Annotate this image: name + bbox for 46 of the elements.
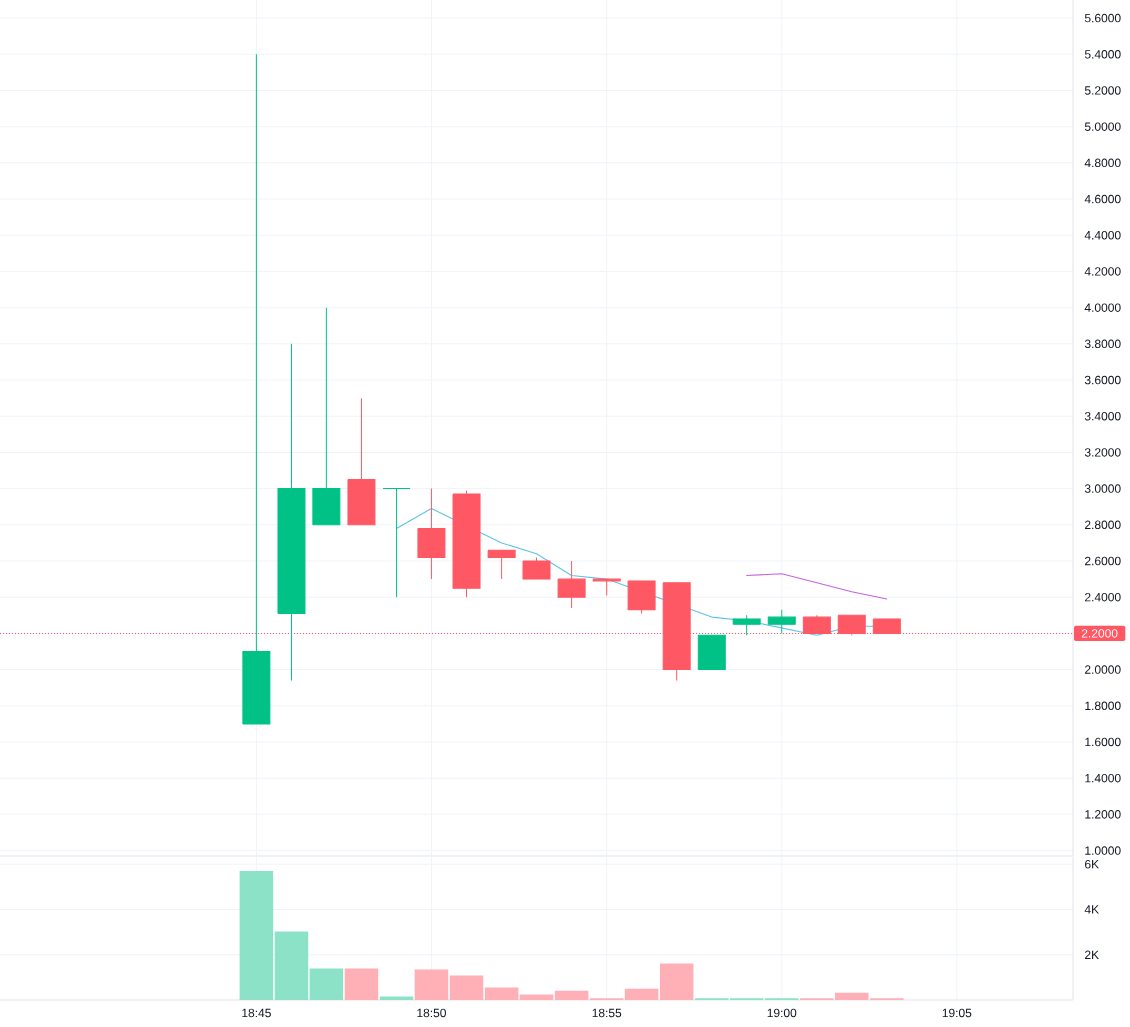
ref-line-label: 2.2000 xyxy=(1081,629,1118,638)
bar xyxy=(239,871,274,1000)
y-tick-label: 6K xyxy=(1085,859,1099,869)
bar xyxy=(309,968,344,1000)
y-tick-label: 1.6000 xyxy=(1085,737,1121,747)
candlestick xyxy=(382,488,411,598)
bar xyxy=(659,963,694,1000)
y-tick-label: 4.4000 xyxy=(1084,230,1121,240)
y-tick-label: 2.8000 xyxy=(1085,520,1121,530)
y-tick-label: 1.8000 xyxy=(1085,701,1121,711)
x-tick-label: 18:55 xyxy=(592,1008,622,1018)
bar xyxy=(414,969,449,1000)
y-tick-label: 3.4000 xyxy=(1084,411,1121,421)
y-tick-label: 5.4000 xyxy=(1084,50,1121,59)
bar xyxy=(484,987,519,1000)
bar xyxy=(624,988,659,1000)
y-tick-label: 1.0000 xyxy=(1085,846,1121,855)
y-tick-label: 3.2000 xyxy=(1084,448,1121,457)
bar xyxy=(379,996,414,1000)
y-tick-label: 5.6000 xyxy=(1084,13,1121,23)
y-tick-label: 4.2000 xyxy=(1084,267,1121,276)
y-tick-label: 3.6000 xyxy=(1084,375,1121,385)
y-tick-label: 1.2000 xyxy=(1085,810,1121,819)
y-tick-label: 4.8000 xyxy=(1084,158,1121,168)
bar xyxy=(554,990,589,1000)
bar xyxy=(344,968,379,1000)
y-tick-label: 2.4000 xyxy=(1085,592,1121,602)
y-tick-label: 5.0000 xyxy=(1084,122,1121,131)
y-tick-label: 4.6000 xyxy=(1084,194,1121,204)
y-tick-label: 3.0000 xyxy=(1084,484,1121,493)
y-tick-label: 2K xyxy=(1085,950,1099,959)
bar xyxy=(519,994,554,1000)
y-tick-label: 1.4000 xyxy=(1085,773,1121,783)
x-tick-label: 19:05 xyxy=(942,1008,972,1018)
line-series xyxy=(746,573,888,600)
y-tick-label: 5.2000 xyxy=(1084,86,1121,95)
y-tick-label: 2.6000 xyxy=(1085,556,1121,566)
bar xyxy=(274,931,309,1000)
y-tick-label: 4K xyxy=(1084,905,1099,914)
x-tick-label: 19:00 xyxy=(767,1008,797,1018)
x-tick-label: 18:45 xyxy=(242,1008,271,1018)
y-tick-label: 2.0000 xyxy=(1085,665,1121,674)
y-tick-label: 4.0000 xyxy=(1084,303,1121,312)
y-tick-label: 3.8000 xyxy=(1084,339,1121,349)
x-tick-label: 18:50 xyxy=(417,1008,446,1018)
bar xyxy=(449,975,484,1000)
